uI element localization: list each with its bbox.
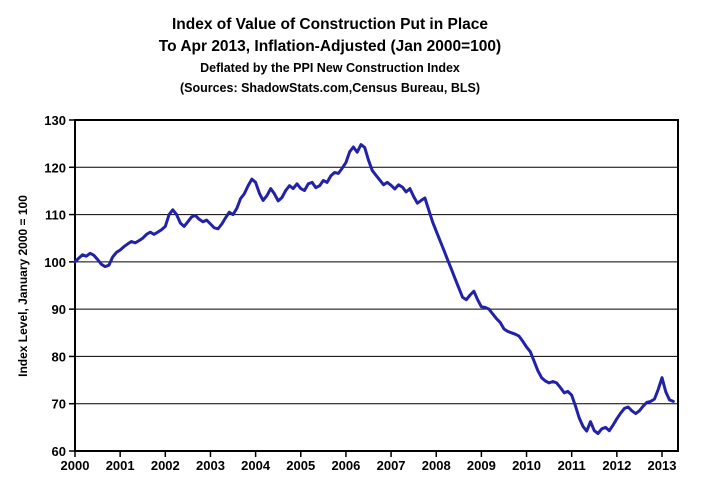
y-tick-label: 130 — [44, 113, 66, 128]
x-tick-label: 2004 — [241, 458, 271, 473]
y-tick-label: 80 — [52, 349, 66, 364]
x-tick-label: 2008 — [422, 458, 451, 473]
x-tick-label: 2005 — [286, 458, 315, 473]
chart-subtitle-line-1: Deflated by the PPI New Construction Ind… — [200, 61, 460, 75]
x-tick-label: 2011 — [558, 458, 586, 473]
y-tick-label: 110 — [45, 208, 66, 223]
x-axis-labels-group: 2000 2001 2002 2003 2004 2005 2006 2007 2008 2009… — [61, 458, 677, 473]
x-tick-label: 2007 — [377, 458, 406, 473]
x-tick-label: 2006 — [331, 458, 360, 473]
plot-frame — [74, 119, 679, 452]
chart-subtitle-line-2: (Sources: ShadowStats.com,Census Bureau,… — [179, 81, 481, 95]
chart-title-line-2: To Apr 2013, Inflation-Adjusted (Jan 200… — [158, 38, 502, 55]
construction-index-line — [73, 143, 675, 435]
x-tick-label: 2000 — [61, 458, 90, 473]
y-axis-labels-group: 130 120 110 100 90 80 70 60 — [44, 113, 66, 459]
y-tick-label: 100 — [44, 255, 66, 270]
x-tick-label: 2009 — [467, 458, 496, 473]
y-tick-label: 120 — [44, 160, 66, 175]
x-tick-label: 2002 — [151, 458, 180, 473]
chart-title-line-1: Index of Value of Construction Put in Pl… — [171, 16, 489, 33]
y-tick-label: 60 — [52, 444, 66, 459]
y-tick-label: 70 — [52, 397, 66, 412]
chart-title-block: Index of Value of Construction Put in Pl… — [30, 14, 630, 98]
y-axis-title: Index Level, January 2000 = 100 — [16, 195, 30, 377]
x-tick-label: 2001 — [106, 458, 135, 473]
gridlines-group — [75, 166, 678, 405]
x-tick-label: 2003 — [196, 458, 225, 473]
x-tick-label: 2013 — [648, 458, 677, 473]
x-tick-label: 2010 — [512, 458, 541, 473]
x-tick-label: 2012 — [602, 458, 631, 473]
y-tick-label: 90 — [52, 302, 66, 317]
